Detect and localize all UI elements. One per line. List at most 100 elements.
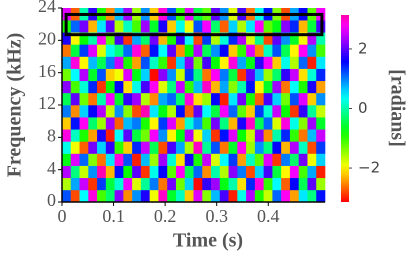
heatmap-cell: [298, 141, 308, 154]
heatmap-cell: [237, 165, 247, 179]
heatmap-cell: [140, 20, 150, 33]
heatmap-cell: [263, 117, 273, 130]
heatmap-cell: [193, 92, 203, 106]
heatmap-cell: [237, 129, 247, 142]
heatmap-cell: [193, 117, 203, 130]
heatmap-cell: [140, 80, 150, 94]
heatmap-cell: [132, 32, 142, 45]
heatmap-cell: [175, 20, 186, 33]
heatmap-cell: [62, 68, 72, 82]
heatmap-cell: [254, 141, 264, 154]
heatmap-cell: [272, 141, 282, 154]
heatmap-cell: [272, 92, 282, 106]
heatmap-cell: [316, 129, 326, 142]
heatmap-cell: [175, 80, 186, 94]
heatmap-cell: [193, 129, 203, 142]
heatmap-cell: [158, 153, 168, 166]
heatmap-cell: [211, 105, 221, 118]
heatmap-cell: [254, 105, 264, 118]
heatmap-cell: [211, 80, 221, 94]
heatmap-cell: [132, 177, 142, 191]
heatmap-cell: [97, 153, 107, 166]
heatmap-cell: [193, 68, 203, 82]
heatmap-cell: [281, 105, 291, 118]
heatmap-cell: [228, 129, 238, 142]
heatmap-cell: [281, 153, 291, 166]
heatmap-cell: [272, 153, 282, 166]
heatmap-cell: [62, 92, 72, 106]
heatmap-cell: [281, 165, 291, 179]
heatmap-cell: [254, 20, 264, 33]
heatmap-cell: [105, 189, 115, 203]
heatmap-cell: [132, 92, 142, 106]
y-tick-label: 8: [47, 125, 56, 145]
heatmap-cell: [237, 189, 247, 203]
heatmap-cell: [237, 141, 247, 154]
heatmap-cell: [281, 92, 291, 106]
heatmap-cell: [132, 56, 142, 69]
heatmap-cell: [237, 105, 247, 118]
heatmap-cell: [175, 105, 186, 118]
heatmap-cell: [97, 20, 107, 33]
heatmap-cell: [132, 165, 142, 179]
heatmap-cell: [254, 129, 264, 142]
heatmap-cell: [307, 165, 317, 179]
heatmap-cell: [79, 117, 89, 130]
heatmap-cell: [167, 68, 177, 82]
heatmap-cell: [105, 32, 115, 45]
heatmap-cell: [132, 117, 142, 130]
heatmap-cell: [97, 92, 107, 106]
colorbar-fill: [341, 15, 349, 202]
heatmap-cell: [70, 92, 80, 106]
heatmap-cell: [246, 20, 256, 33]
heatmap-cell: [88, 20, 98, 33]
heatmap-cell: [289, 129, 299, 142]
heatmap-cell: [79, 153, 89, 166]
heatmap-cell: [132, 20, 142, 33]
heatmap-cell: [70, 141, 80, 154]
heatmap-cell: [158, 92, 168, 106]
heatmap-cell: [307, 189, 317, 203]
heatmap-cell: [228, 189, 238, 203]
heatmap-cell: [316, 44, 326, 57]
heatmap-cell: [254, 56, 264, 69]
heatmap-cell: [88, 129, 98, 142]
heatmap-cell: [123, 153, 133, 166]
heatmap-cell: [184, 117, 194, 130]
x-tick-label: 0.1: [102, 206, 125, 226]
heatmap-cell: [316, 68, 326, 82]
heatmap-cell: [70, 105, 80, 118]
heatmap-cell: [149, 105, 159, 118]
heatmap-cell: [246, 189, 256, 203]
heatmap-cell: [289, 56, 299, 69]
heatmap-cell: [202, 117, 212, 130]
heatmap-cell: [184, 56, 194, 69]
heatmap-cell: [97, 117, 107, 130]
heatmap-cell: [202, 92, 212, 106]
heatmap-cell: [149, 141, 159, 154]
colorbar-tick-label: 0: [358, 99, 368, 117]
heatmap-cell: [158, 44, 168, 57]
heatmap-cell: [88, 80, 98, 94]
heatmap-cell: [263, 80, 273, 94]
heatmap-cell: [219, 117, 229, 130]
heatmap-cell: [167, 44, 177, 57]
heatmap-cell: [202, 80, 212, 94]
heatmap-cell: [114, 56, 124, 69]
heatmap-cell: [158, 141, 168, 154]
heatmap-cell: [219, 153, 229, 166]
heatmap-cell: [263, 44, 273, 57]
heatmap-cell: [263, 32, 273, 45]
heatmap-cell: [254, 32, 264, 45]
heatmap-cell: [228, 117, 238, 130]
highlight-box: [64, 12, 324, 37]
heatmap-cell: [149, 153, 159, 166]
heatmap-cell: [97, 165, 107, 179]
heatmap-cell: [316, 105, 326, 118]
heatmap-cell: [88, 105, 98, 118]
heatmap-cell: [158, 105, 168, 118]
heatmap-cell: [272, 44, 282, 57]
heatmap-cell: [184, 153, 194, 166]
heatmap-cell: [272, 129, 282, 142]
